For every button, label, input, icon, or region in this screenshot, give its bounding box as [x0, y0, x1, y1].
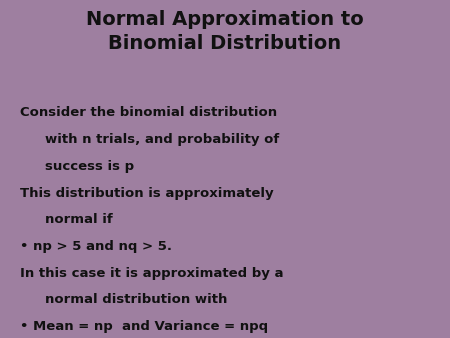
Text: Consider the binomial distribution: Consider the binomial distribution [20, 106, 277, 119]
Text: • np > 5 and nq > 5.: • np > 5 and nq > 5. [20, 240, 172, 253]
Text: with n trials, and probability of: with n trials, and probability of [45, 133, 279, 146]
Text: normal if: normal if [45, 213, 113, 226]
Text: • Mean = np  and Variance = npq: • Mean = np and Variance = npq [20, 320, 268, 333]
Text: In this case it is approximated by a: In this case it is approximated by a [20, 267, 284, 280]
Text: success is p: success is p [45, 160, 134, 173]
Text: This distribution is approximately: This distribution is approximately [20, 187, 274, 199]
Text: normal distribution with: normal distribution with [45, 293, 227, 306]
Text: Normal Approximation to
Binomial Distribution: Normal Approximation to Binomial Distrib… [86, 10, 364, 53]
